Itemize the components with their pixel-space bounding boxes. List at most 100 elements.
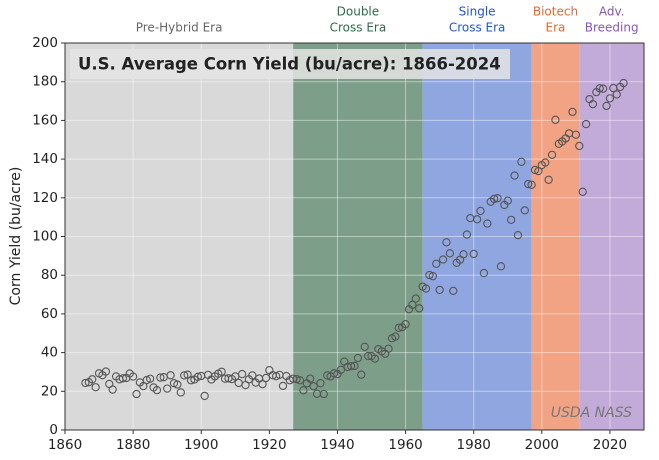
- data-point: [394, 323, 403, 332]
- y-tick-label: 40: [41, 345, 58, 361]
- data-point: [176, 388, 185, 397]
- data-point: [248, 371, 257, 380]
- data-point: [309, 382, 318, 391]
- data-point: [520, 206, 529, 215]
- data-point: [479, 268, 489, 278]
- data-point: [261, 373, 271, 383]
- y-tick-label: 120: [32, 190, 58, 206]
- data-point: [118, 374, 128, 383]
- x-tick-label: 1860: [48, 437, 82, 453]
- data-point: [489, 194, 499, 204]
- y-tick-label: 60: [41, 306, 58, 322]
- data-point: [496, 262, 506, 271]
- data-point: [299, 386, 308, 395]
- data-point: [507, 215, 516, 225]
- data-point: [258, 379, 267, 389]
- data-point: [91, 383, 100, 392]
- data-point: [578, 187, 587, 196]
- data-point: [81, 378, 90, 388]
- data-point: [442, 238, 451, 247]
- data-point: [384, 344, 393, 353]
- data-point: [513, 230, 523, 240]
- data-point: [132, 389, 141, 399]
- data-point: [476, 206, 485, 216]
- era-label: Biotech: [533, 5, 578, 19]
- x-tick-label: 1880: [116, 437, 150, 453]
- data-point: [152, 385, 162, 395]
- data-point: [295, 376, 305, 385]
- data-point: [612, 90, 621, 99]
- data-point: [534, 166, 543, 176]
- data-point: [438, 255, 448, 264]
- data-point: [510, 171, 519, 180]
- data-point: [449, 286, 458, 296]
- data-point: [503, 196, 512, 205]
- data-point: [605, 94, 615, 103]
- chart-title: U.S. Average Corn Yield (bu/acre): 1866-…: [78, 55, 501, 74]
- x-tick-label: 1900: [184, 437, 218, 453]
- era-band: [65, 43, 294, 430]
- y-tick-label: 20: [41, 383, 58, 399]
- data-point: [619, 78, 628, 88]
- data-point: [568, 107, 577, 117]
- data-point: [588, 99, 598, 109]
- data-point: [517, 157, 526, 166]
- data-point: [278, 381, 288, 391]
- data-point: [200, 391, 209, 401]
- data-point: [292, 374, 301, 384]
- data-point: [493, 194, 502, 203]
- data-point: [166, 371, 175, 380]
- x-tick-label: 1920: [252, 437, 286, 453]
- x-tick-label: 1940: [320, 437, 354, 453]
- data-point: [350, 361, 359, 371]
- data-point: [602, 101, 611, 111]
- data-point: [411, 294, 420, 303]
- era-label: Pre-Hybrid Era: [136, 21, 223, 35]
- data-point: [595, 84, 604, 93]
- annotation: USDA NASS: [551, 405, 632, 421]
- data-point: [544, 175, 553, 184]
- data-point: [329, 369, 339, 378]
- era-label: Cross Era: [330, 21, 387, 35]
- era-label: Single: [459, 5, 496, 19]
- data-point: [139, 381, 148, 391]
- data-point: [483, 219, 492, 228]
- data-point: [547, 150, 557, 159]
- data-point: [581, 119, 591, 129]
- x-tick-label: 1980: [457, 437, 491, 453]
- data-point: [186, 376, 196, 385]
- data-point: [101, 367, 111, 376]
- data-point: [421, 284, 431, 293]
- era-band: [531, 43, 580, 430]
- data-point: [193, 372, 202, 381]
- title-box: [70, 49, 510, 79]
- data-point: [353, 353, 363, 363]
- data-point: [408, 300, 417, 309]
- data-point: [316, 379, 325, 388]
- data-point: [469, 249, 478, 259]
- data-point: [432, 259, 441, 268]
- data-point: [598, 84, 608, 93]
- data-point: [156, 373, 165, 382]
- y-tick-label: 160: [32, 112, 58, 128]
- era-label: Cross Era: [449, 21, 506, 35]
- data-point: [524, 179, 533, 189]
- data-point: [527, 180, 536, 189]
- era-label: Adv.: [599, 5, 625, 19]
- data-point: [575, 141, 584, 151]
- data-point: [145, 374, 155, 383]
- era-bands: [65, 43, 644, 430]
- data-point: [435, 285, 444, 295]
- y-tick-label: 140: [32, 151, 58, 167]
- x-tick-label: 2020: [593, 437, 627, 453]
- era-label: Era: [546, 21, 566, 35]
- data-point: [360, 342, 369, 351]
- data-point: [530, 165, 540, 175]
- data-point: [541, 158, 550, 167]
- y-tick-label: 100: [32, 229, 58, 245]
- data-point: [415, 304, 424, 313]
- data-point: [173, 380, 182, 389]
- data-point: [462, 230, 472, 239]
- points: [81, 78, 628, 401]
